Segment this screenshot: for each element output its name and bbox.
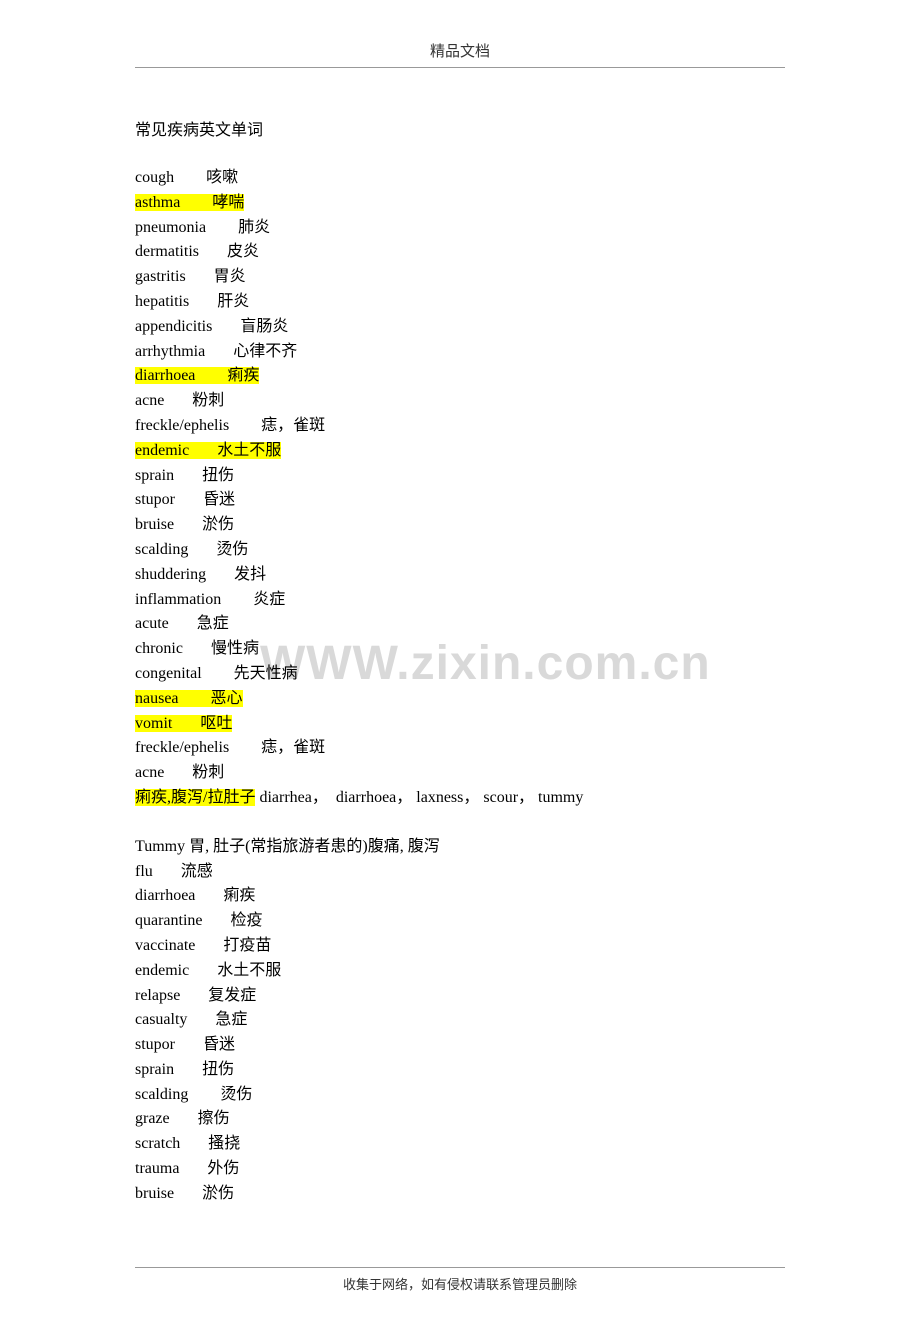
vocabulary-block-2: flu 流感diarrhoea 痢疾quarantine 检疫vaccinate…	[135, 860, 785, 1207]
page-footer: 收集于网络，如有侵权请联系管理员删除	[135, 1267, 785, 1293]
vocab-line: stupor 昏迷	[135, 488, 785, 513]
vocab-line: inflammation 炎症	[135, 588, 785, 613]
page-header: 精品文档	[135, 40, 785, 68]
document-page: 精品文档 常见疾病英文单词 cough 咳嗽 asthma 哮喘 pneumonia…	[0, 0, 920, 1323]
vocab-line: appendicitis 盲肠炎	[135, 315, 785, 340]
document-content: 常见疾病英文单词 cough 咳嗽 asthma 哮喘 pneumonia 肺炎de…	[135, 116, 785, 1207]
vocab-line: stupor 昏迷	[135, 1033, 785, 1058]
vocab-line: acute 急症	[135, 612, 785, 637]
paragraph-gap	[135, 811, 785, 835]
mixed-line: 痢疾,腹泻/拉肚子 diarrhea， diarrhoea， laxness， …	[135, 786, 785, 811]
vocab-line: casualty 急症	[135, 1008, 785, 1033]
highlighted-term: vomit 呕吐	[135, 715, 232, 732]
vocab-line: asthma 哮喘	[135, 191, 785, 216]
vocab-line: freckle/ephelis 痣，雀斑	[135, 736, 785, 761]
highlighted-term: endemic 水土不服	[135, 442, 281, 459]
vocab-line: freckle/ephelis 痣，雀斑	[135, 414, 785, 439]
vocab-line: quarantine 检疫	[135, 909, 785, 934]
vocab-line: scalding 烫伤	[135, 538, 785, 563]
highlighted-text: 痢疾,腹泻/拉肚子	[135, 789, 255, 806]
vocab-line: congenital 先天性病	[135, 662, 785, 687]
vocab-line: graze 擦伤	[135, 1107, 785, 1132]
vocab-line: bruise 淤伤	[135, 513, 785, 538]
tummy-line: Tummy 胃, 肚子(常指旅游者患的)腹痛, 腹泻	[135, 835, 785, 860]
vocab-line: diarrhoea 痢疾	[135, 884, 785, 909]
mixed-line-rest: diarrhea， diarrhoea， laxness， scour， tum…	[255, 789, 583, 806]
vocab-line: trauma 外伤	[135, 1157, 785, 1182]
vocab-line: acne 粉刺	[135, 761, 785, 786]
vocab-line: vomit 呕吐	[135, 712, 785, 737]
vocab-line: cough 咳嗽	[135, 166, 785, 191]
highlighted-term: diarrhoea 痢疾	[135, 367, 259, 384]
vocab-line: vaccinate 打疫苗	[135, 934, 785, 959]
vocab-line: pneumonia 肺炎	[135, 216, 785, 241]
vocab-line: acne 粉刺	[135, 389, 785, 414]
vocabulary-block-1: cough 咳嗽 asthma 哮喘 pneumonia 肺炎dermatitis …	[135, 166, 785, 786]
vocab-line: scratch 搔挠	[135, 1132, 785, 1157]
vocab-line: nausea 恶心	[135, 687, 785, 712]
vocab-line: dermatitis 皮炎	[135, 240, 785, 265]
vocab-line: endemic 水土不服	[135, 959, 785, 984]
vocab-line: diarrhoea 痢疾	[135, 364, 785, 389]
highlighted-term: asthma 哮喘	[135, 194, 244, 211]
vocab-line: relapse 复发症	[135, 984, 785, 1009]
vocab-line: sprain 扭伤	[135, 1058, 785, 1083]
vocab-line: gastritis 胃炎	[135, 265, 785, 290]
vocab-line: shuddering 发抖	[135, 563, 785, 588]
vocab-line: hepatitis 肝炎	[135, 290, 785, 315]
vocab-line: arrhythmia 心律不齐	[135, 340, 785, 365]
vocab-line: bruise 淤伤	[135, 1182, 785, 1207]
highlighted-term: nausea 恶心	[135, 690, 243, 707]
document-title: 常见疾病英文单词	[135, 116, 785, 140]
vocab-line: sprain 扭伤	[135, 464, 785, 489]
vocab-line: endemic 水土不服	[135, 439, 785, 464]
vocab-line: flu 流感	[135, 860, 785, 885]
vocab-line: scalding 烫伤	[135, 1083, 785, 1108]
vocab-line: chronic 慢性病	[135, 637, 785, 662]
